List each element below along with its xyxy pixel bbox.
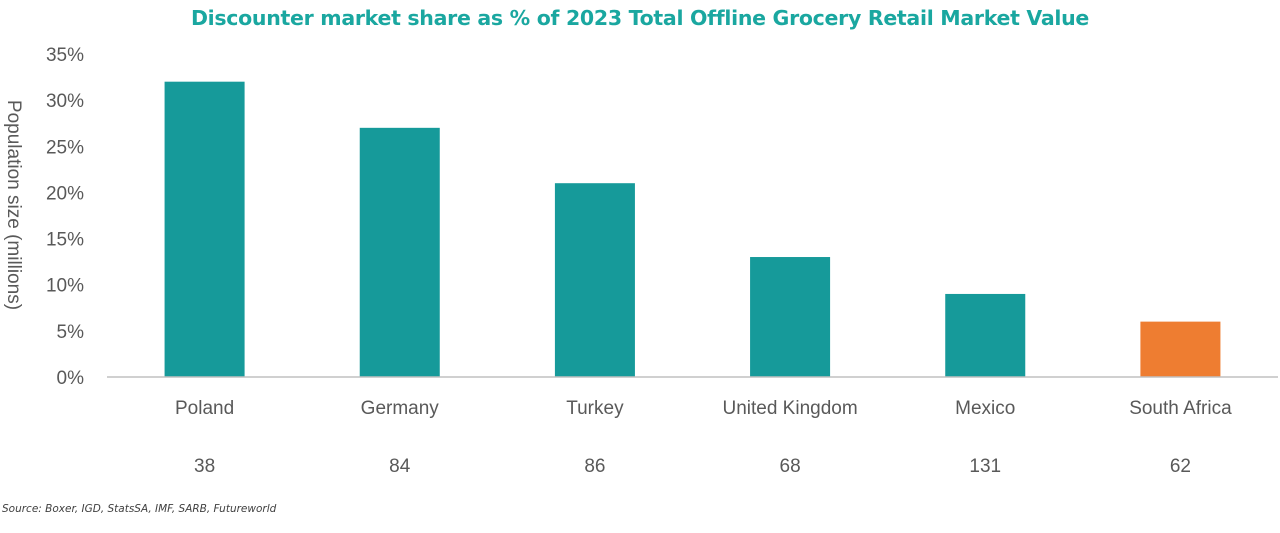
y-tick-label: 0% — [57, 368, 85, 389]
population-labels: 38 84 86 68 131 62 — [194, 456, 1191, 477]
category-label: South Africa — [1129, 398, 1232, 419]
population-value: 38 — [194, 456, 215, 477]
y-axis-ticks: 0% 5% 10% 15% 20% 25% 30% 35% — [46, 45, 84, 389]
bars — [164, 81, 1221, 377]
source-note: Source: Boxer, IGD, StatsSA, IMF, SARB, … — [2, 503, 277, 515]
category-label: Turkey — [566, 398, 624, 419]
y-tick-label: 25% — [46, 137, 84, 158]
y-tick-label: 15% — [46, 230, 84, 251]
category-label: Mexico — [955, 398, 1015, 419]
y-tick-label: 20% — [46, 183, 84, 204]
category-label: Poland — [175, 398, 234, 419]
y-tick-label: 10% — [46, 276, 84, 297]
bar-germany — [359, 127, 440, 377]
bar-turkey — [554, 183, 635, 377]
bar-poland — [164, 81, 245, 377]
category-label: Germany — [361, 398, 440, 419]
y-tick-label: 5% — [57, 322, 85, 343]
category-label: United Kingdom — [722, 398, 857, 419]
bar-south-africa — [1140, 321, 1221, 377]
y-tick-label: 30% — [46, 91, 84, 112]
population-value: 68 — [780, 456, 801, 477]
population-value: 84 — [389, 456, 411, 477]
category-labels: Poland Germany Turkey United Kingdom Mexico S… — [175, 398, 1232, 419]
bar-united-kingdom — [750, 257, 831, 377]
population-value: 131 — [969, 456, 1001, 477]
population-value: 86 — [584, 456, 605, 477]
population-value: 62 — [1170, 456, 1191, 477]
chart-title: Discounter market share as % of 2023 Tot… — [191, 6, 1089, 30]
y-tick-label: 35% — [46, 45, 84, 66]
y-axis-label: Population size (millions) — [3, 100, 24, 310]
bar-mexico — [945, 293, 1026, 377]
